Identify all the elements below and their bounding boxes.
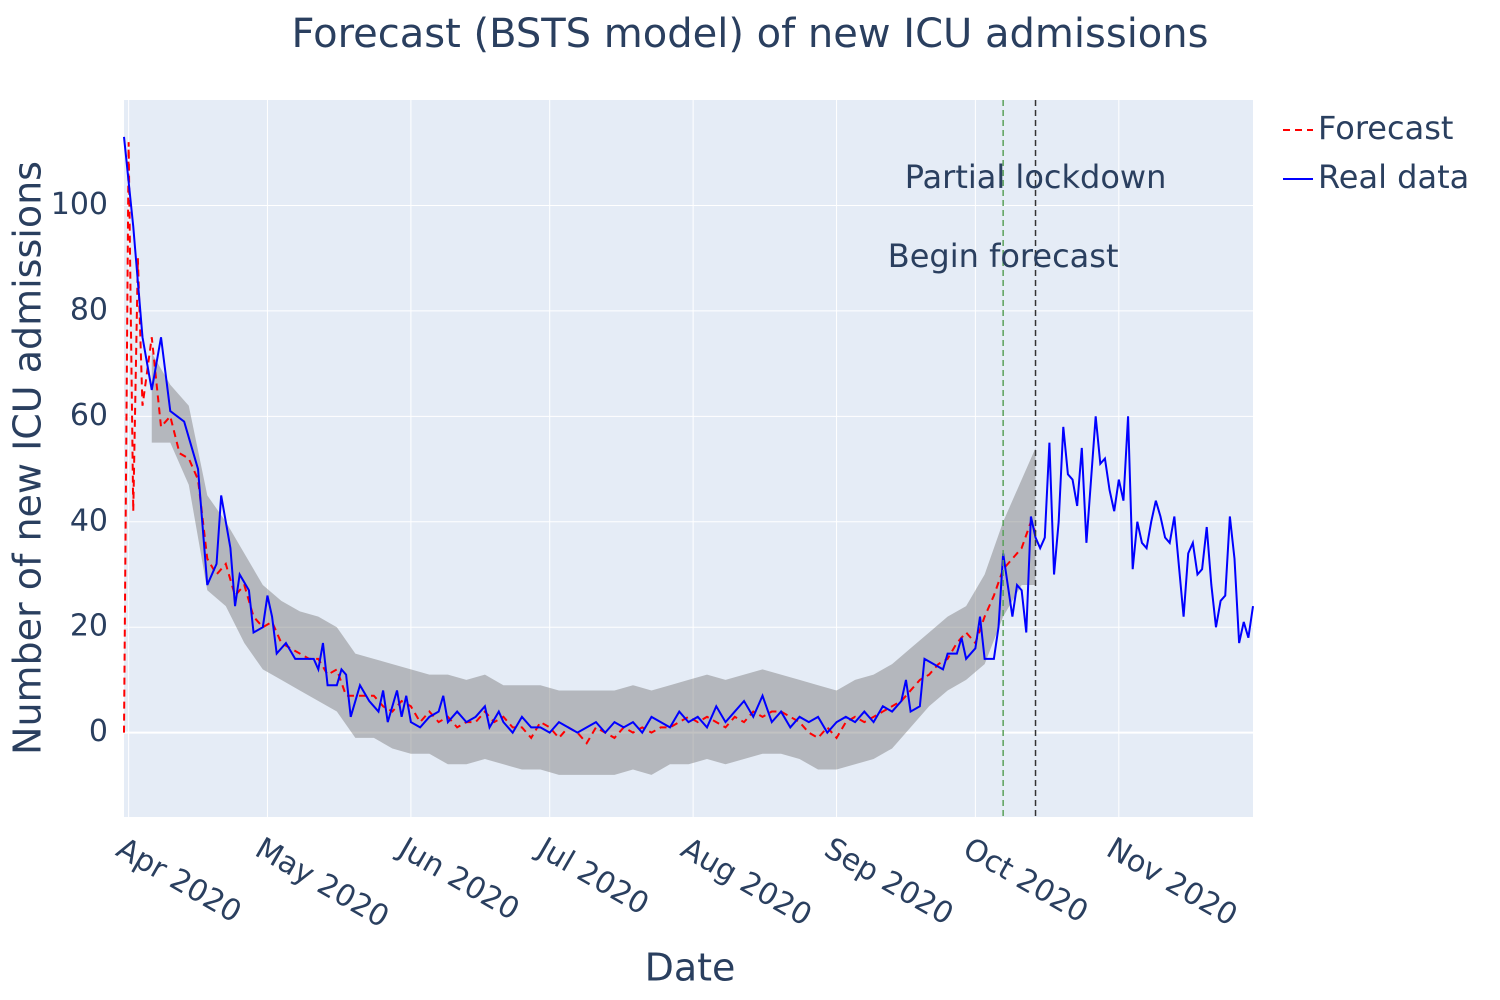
chart-title: Forecast (BSTS model) of new ICU admissi… <box>292 11 1209 57</box>
legend-label: Real data <box>1318 158 1469 196</box>
plot-area <box>124 100 1253 817</box>
y-tick-label: 80 <box>70 292 108 327</box>
x-tick-label: Jun 2020 <box>391 830 525 928</box>
x-axis-title: Date <box>645 946 736 990</box>
annotation: Partial lockdown <box>905 158 1167 196</box>
x-tick-label: Jul 2020 <box>530 830 655 922</box>
y-tick-label: 100 <box>51 187 108 222</box>
x-tick-label: Oct 2020 <box>957 831 1094 930</box>
x-tick-label: Sep 2020 <box>818 831 959 933</box>
y-tick-label: 0 <box>89 714 108 749</box>
annotation: Begin forecast <box>888 237 1119 275</box>
series-line <box>123 136 1254 735</box>
x-tick-label: Aug 2020 <box>675 831 818 934</box>
y-tick-label: 40 <box>70 503 108 538</box>
confidence-band <box>151 353 1036 775</box>
x-tick-label: May 2020 <box>249 831 395 935</box>
legend-label: Forecast <box>1318 109 1453 147</box>
x-tick-label: Nov 2020 <box>1101 831 1244 934</box>
y-axis-title: Number of new ICU admissions <box>6 161 50 755</box>
y-tick-label: 60 <box>70 398 108 433</box>
y-tick-label: 20 <box>70 609 108 644</box>
x-tick-label: Apr 2020 <box>110 831 247 930</box>
